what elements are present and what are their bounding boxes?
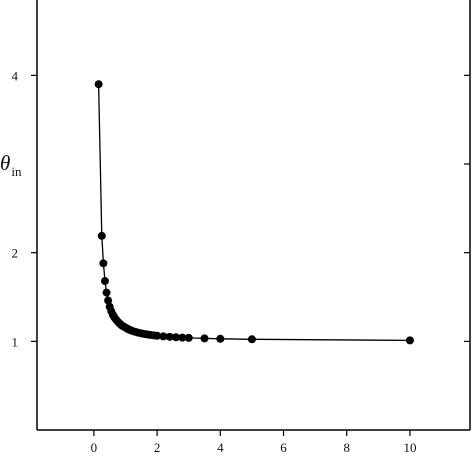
- y-tick-label: 2: [12, 246, 19, 261]
- x-tick-label: 2: [154, 440, 161, 455]
- data-point: [247, 335, 256, 344]
- data-point: [99, 259, 108, 268]
- data-point: [405, 336, 414, 345]
- y-tick-label: 4: [12, 68, 19, 83]
- y-tick-label: 1: [12, 334, 19, 349]
- data-point: [200, 334, 209, 343]
- x-tick-label: 10: [403, 440, 416, 455]
- x-tick-label: 4: [217, 440, 224, 455]
- data-point: [97, 231, 106, 240]
- series-line: [97, 84, 410, 342]
- data-point: [184, 333, 193, 342]
- data-point: [104, 296, 113, 305]
- data-point: [100, 277, 109, 286]
- y-axis: 1 2 4: [12, 68, 470, 349]
- data-point: [153, 331, 162, 340]
- plot-frame: [36, 0, 471, 431]
- x-tick-label: 8: [343, 440, 350, 455]
- data-point: [172, 333, 181, 342]
- y-axis-label-subscript: in: [11, 164, 22, 179]
- data-point: [178, 333, 187, 342]
- x-axis: 0 2 4 6 8 10: [91, 430, 416, 455]
- x-tick-label: 0: [91, 440, 98, 455]
- data-point: [216, 334, 225, 343]
- data-point: [102, 288, 111, 297]
- x-tick-label: 6: [280, 440, 287, 455]
- data-series: [94, 80, 414, 345]
- y-axis-label-symbol: θ: [0, 151, 10, 175]
- y-axis-label: θin: [0, 151, 22, 179]
- data-point: [94, 80, 103, 89]
- data-point: [165, 332, 174, 341]
- data-point: [159, 332, 168, 341]
